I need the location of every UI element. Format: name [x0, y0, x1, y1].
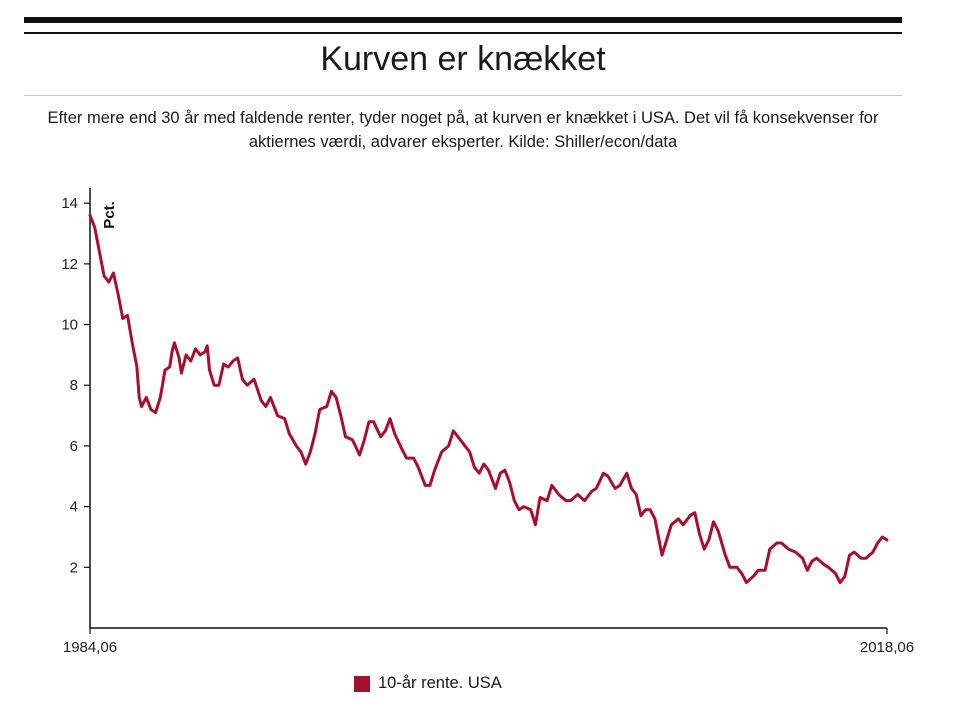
chart-legend[interactable]: 10-år rente. USA [354, 674, 502, 693]
y-tick-label: 12 [61, 256, 78, 273]
chart-subtitle: Efter mere end 30 år med faldende renter… [47, 109, 879, 151]
x-tick-label: 2018,06 [860, 639, 914, 656]
legend-swatch [354, 675, 370, 692]
top-rule-thick [24, 17, 902, 23]
series-lines [88, 213, 889, 584]
chart-axes [89, 188, 887, 629]
y-tick-label: 8 [70, 377, 78, 394]
chart-title: Kurven er knækket [320, 40, 606, 78]
y-tick-label: 6 [70, 438, 78, 455]
legend-label: 10-år rente. USA [378, 674, 502, 692]
x-tick-label: 1984,06 [63, 639, 117, 656]
x-axis-ticks: 1984,06 2018,06 [63, 628, 914, 656]
series-line [88, 213, 889, 584]
y-tick-label: 4 [70, 499, 78, 516]
title-divider [24, 95, 902, 96]
y-tick-label: 14 [61, 195, 78, 212]
y-axis-label: Pct. [101, 201, 118, 229]
y-axis-ticks: 2 4 6 8 10 12 14 [61, 195, 90, 576]
y-tick-label: 2 [70, 559, 78, 576]
y-tick-label: 10 [61, 317, 78, 334]
top-rule-thin [24, 32, 902, 34]
